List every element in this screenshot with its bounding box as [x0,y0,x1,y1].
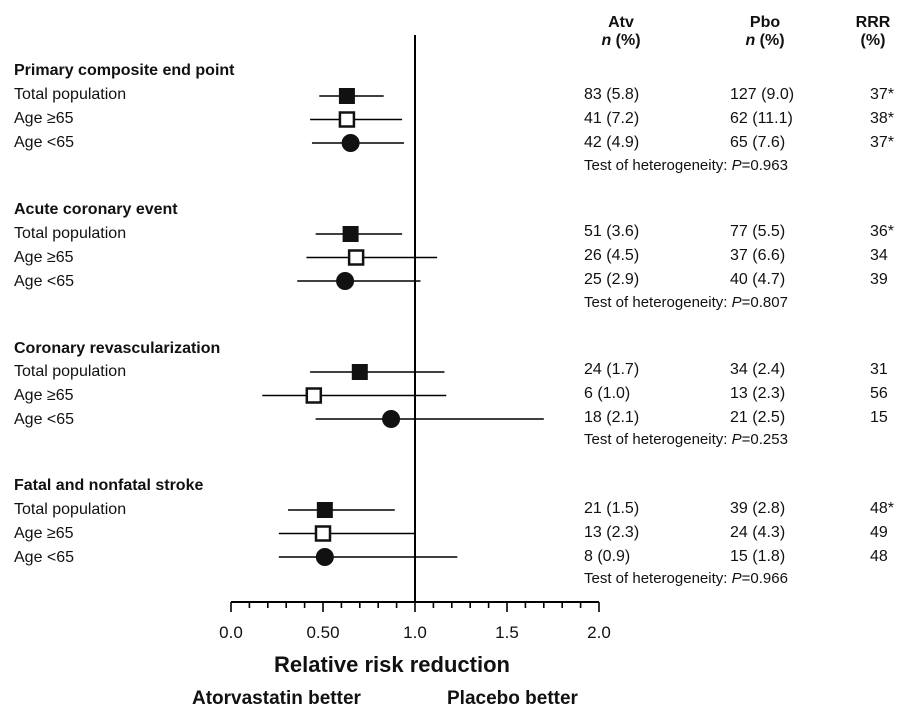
point-estimate-open-square [314,525,332,542]
pbo-value: 40 (4.7) [730,271,786,288]
placebo-better-label: Placebo better [447,688,578,709]
point-estimate-filled-square [316,502,333,518]
pbo-value: 39 (2.8) [730,500,786,517]
point-estimate-open-square [347,249,365,266]
rrr-value: 48* [870,500,895,517]
group-title: Fatal and nonfatal stroke [14,477,204,494]
header-atv-unit: n (%) [601,32,641,49]
row-label: Age ≥65 [14,387,74,404]
rrr-value: 48 [870,548,888,565]
x-tick-label: 0.0 [219,623,243,642]
atv-value: 42 (4.9) [584,134,640,151]
x-axis-label: Relative risk reduction [274,652,510,677]
row-label: Total population [14,225,127,242]
header-atv: Atv n (%) [586,14,656,50]
rrr-value: 34 [870,247,888,264]
heterogeneity-test: Test of heterogeneity: P=0.963 [584,157,788,174]
group-title: Primary composite end point [14,62,235,79]
point-estimate-filled-circle [336,272,355,290]
pbo-value: 34 (2.4) [730,361,786,378]
atv-value: 51 (3.6) [584,223,640,240]
rrr-value: 31 [870,361,888,378]
point-estimate-open-square [305,387,323,404]
pbo-value: 15 (1.8) [730,548,786,565]
row-label: Age ≥65 [14,110,74,127]
pbo-value: 62 (11.1) [730,110,793,127]
rrr-value: 38* [870,110,895,127]
row-label: Age ≥65 [14,249,74,266]
row-label: Total population [14,501,127,518]
point-estimate-filled-square [351,364,368,380]
atv-value: 13 (2.3) [584,524,640,541]
atv-value: 41 (7.2) [584,110,640,127]
row-label: Total population [14,86,127,103]
rrr-value: 37* [870,86,895,103]
x-tick-label: 2.0 [587,623,611,642]
heterogeneity-test: Test of heterogeneity: P=0.966 [584,570,788,587]
row-label: Age <65 [14,134,75,151]
x-tick-label: 0.50 [306,623,340,642]
header-pbo-name: Pbo [749,14,781,31]
point-estimate-filled-circle [315,548,334,566]
group-title: Acute coronary event [14,201,178,218]
row-label: Age <65 [14,411,75,428]
atv-value: 83 (5.8) [584,86,640,103]
pbo-value: 127 (9.0) [730,86,795,103]
pbo-value: 24 (4.3) [730,524,786,541]
point-estimate-filled-circle [341,134,360,152]
row-label: Age <65 [14,549,75,566]
rrr-value: 36* [870,223,895,240]
pbo-value: 37 (6.6) [730,247,786,264]
rrr-value: 39 [870,271,888,288]
atorvastatin-better-label: Atorvastatin better [192,688,361,709]
atv-value: 8 (0.9) [584,548,631,565]
atv-value: 21 (1.5) [584,500,640,517]
point-estimate-open-square [338,111,356,128]
rrr-value: 15 [870,409,888,426]
atv-value: 26 (4.5) [584,247,640,264]
point-estimate-filled-square [338,88,355,104]
row-label: Age <65 [14,273,75,290]
group-title: Coronary revascularization [14,340,221,357]
atv-value: 24 (1.7) [584,361,640,378]
heterogeneity-test: Test of heterogeneity: P=0.807 [584,294,788,311]
header-pbo: Pbo n (%) [730,14,800,50]
x-tick-label: 1.5 [495,623,519,642]
atv-value: 18 (2.1) [584,409,640,426]
header-rrr-name: RRR [855,14,891,31]
pbo-value: 21 (2.5) [730,409,786,426]
rrr-value: 37* [870,134,895,151]
x-tick-label: 1.0 [403,623,427,642]
pbo-value: 13 (2.3) [730,385,786,402]
atv-value: 6 (1.0) [584,385,631,402]
pbo-value: 77 (5.5) [730,223,786,240]
row-label: Total population [14,363,127,380]
header-pbo-unit: n (%) [745,32,785,49]
row-label: Age ≥65 [14,525,74,542]
atv-value: 25 (2.9) [584,271,640,288]
point-estimate-filled-square [342,226,359,242]
rrr-value: 56 [870,385,888,402]
pbo-value: 65 (7.6) [730,134,786,151]
header-rrr-unit: (%) [860,32,886,49]
point-estimate-filled-circle [382,410,401,428]
rrr-value: 49 [870,524,888,541]
header-rrr: RRR (%) [848,14,898,50]
header-atv-name: Atv [608,14,634,31]
heterogeneity-test: Test of heterogeneity: P=0.253 [584,431,788,448]
